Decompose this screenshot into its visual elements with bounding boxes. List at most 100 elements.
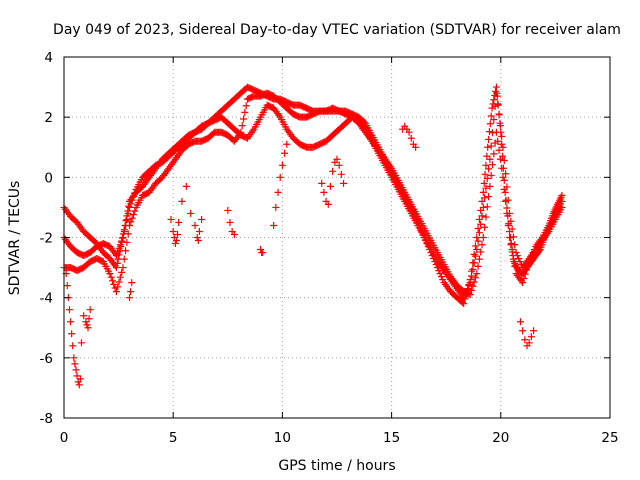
plus-marker	[283, 140, 291, 148]
plus-marker	[478, 241, 486, 249]
plus-marker	[470, 278, 478, 286]
plus-marker	[478, 197, 486, 205]
plus-marker	[172, 237, 180, 245]
plus-marker	[75, 381, 83, 389]
plus-marker	[508, 225, 516, 233]
plus-marker	[479, 234, 487, 241]
plus-marker	[115, 278, 123, 286]
plus-marker	[474, 224, 482, 232]
plus-marker	[499, 143, 507, 151]
y-tick-label: -8	[40, 411, 53, 427]
plus-marker	[499, 173, 507, 181]
plus-marker	[489, 129, 497, 137]
plus-marker	[329, 167, 337, 175]
plus-marker	[511, 262, 519, 270]
plus-marker	[468, 286, 476, 294]
plus-marker	[241, 108, 249, 116]
plus-marker	[490, 96, 498, 104]
plus-marker	[474, 237, 482, 245]
plus-marker	[83, 321, 91, 329]
plus-marker	[182, 182, 190, 190]
plus-marker	[128, 214, 136, 222]
plus-marker	[123, 238, 131, 246]
plus-marker	[281, 149, 289, 157]
plus-marker	[506, 234, 514, 241]
plus-marker	[496, 155, 504, 163]
series-spikes	[62, 122, 538, 389]
plus-marker	[65, 306, 73, 314]
plus-marker	[126, 294, 134, 302]
chart-title: Day 049 of 2023, Sidereal Day-to-day VTE…	[53, 22, 621, 38]
plus-marker	[86, 306, 94, 314]
plus-marker	[500, 156, 508, 164]
y-tick-label: 0	[44, 170, 53, 186]
plus-marker	[498, 164, 506, 172]
plus-marker	[485, 135, 493, 143]
plus-marker	[67, 318, 75, 326]
plus-marker	[481, 194, 489, 202]
plus-marker	[335, 161, 343, 169]
plus-marker	[128, 279, 136, 287]
plus-marker	[340, 179, 348, 187]
plus-marker	[471, 274, 479, 282]
plus-marker	[129, 193, 137, 201]
plus-marker	[516, 258, 524, 266]
plus-marker	[490, 116, 498, 124]
plus-marker	[129, 211, 137, 219]
plus-marker	[521, 336, 529, 344]
plus-marker	[118, 237, 126, 245]
plus-marker	[107, 273, 115, 281]
y-tick-label: 4	[44, 50, 53, 66]
plus-marker	[126, 203, 134, 211]
plus-marker	[270, 221, 278, 229]
plus-marker	[481, 170, 489, 178]
plus-marker	[482, 161, 490, 169]
y-tick-label: -6	[40, 351, 53, 367]
plus-marker	[558, 203, 566, 211]
plus-marker	[502, 170, 510, 178]
plus-marker	[116, 273, 124, 281]
plus-marker	[171, 240, 179, 248]
plus-marker	[460, 300, 468, 308]
plus-marker	[486, 182, 494, 190]
plus-marker	[116, 241, 124, 249]
plus-marker	[482, 184, 490, 192]
x-tick-labels: 0 5 10 15 20 25	[60, 430, 619, 446]
plus-marker	[489, 161, 497, 169]
plus-marker	[492, 83, 500, 91]
plus-marker	[127, 200, 135, 208]
plus-marker	[436, 270, 444, 278]
plus-marker	[238, 122, 246, 130]
plus-marker	[191, 221, 199, 229]
plus-marker	[123, 215, 131, 223]
plus-marker	[469, 282, 477, 290]
plus-marker	[479, 188, 487, 196]
plus-marker	[496, 122, 504, 130]
y-tick-label: -2	[40, 231, 53, 247]
plus-marker	[485, 165, 493, 173]
plus-marker	[124, 230, 132, 238]
plus-marker	[520, 274, 528, 282]
plus-marker	[464, 285, 472, 293]
plus-marker	[483, 152, 491, 160]
plus-marker	[483, 203, 491, 211]
plus-marker	[333, 155, 341, 163]
plus-marker	[119, 264, 127, 272]
plus-marker	[114, 283, 122, 291]
plus-marker	[112, 264, 120, 272]
plus-marker	[407, 134, 415, 142]
plus-marker	[240, 115, 248, 123]
plus-marker	[73, 372, 81, 380]
plus-marker	[114, 255, 122, 263]
plus-marker	[226, 218, 234, 226]
plus-marker	[475, 255, 483, 263]
plus-marker	[466, 279, 474, 287]
plus-marker	[483, 175, 491, 183]
plus-marker	[511, 241, 519, 249]
plus-marker	[195, 227, 203, 235]
plus-marker	[118, 268, 126, 276]
plus-marker	[237, 128, 245, 136]
plus-marker	[167, 215, 175, 223]
plus-marker	[504, 221, 512, 229]
